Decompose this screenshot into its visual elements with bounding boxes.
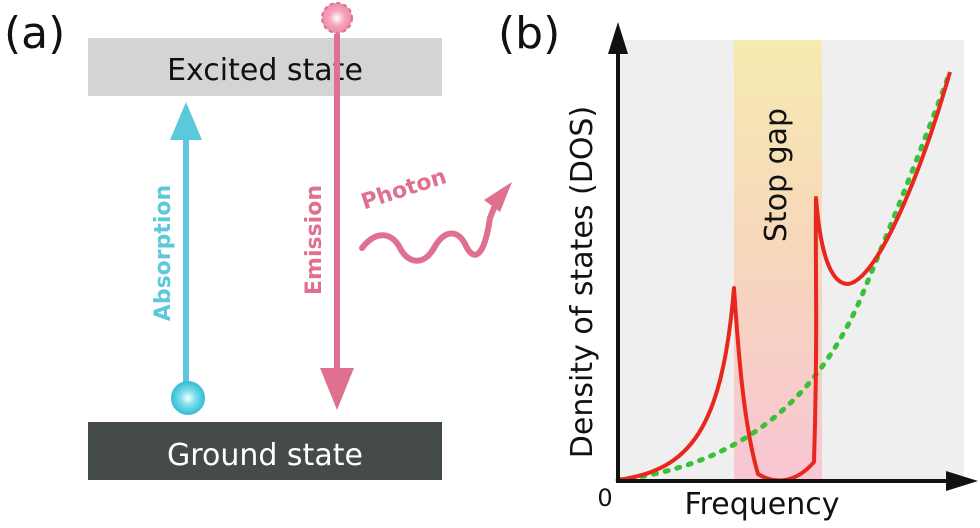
- photon-arrowhead: [484, 182, 512, 212]
- y-axis-arrowhead: [608, 22, 628, 54]
- y-axis-label: Density of states (DOS): [565, 106, 600, 458]
- panel-b: (b) Stop gap 0 Frequency Density of stat…: [498, 8, 978, 522]
- absorption-label: Absorption: [151, 185, 176, 321]
- panel-b-label: (b): [498, 8, 560, 59]
- emission-label: Emission: [302, 185, 327, 295]
- panel-a-label: (a): [4, 8, 65, 59]
- ground-state-label: Ground state: [167, 438, 363, 473]
- x-axis-label: Frequency: [685, 487, 840, 522]
- photon-label: Photon: [358, 164, 450, 215]
- excited-state-label: Excited state: [167, 53, 363, 88]
- stop-gap-band: [734, 40, 822, 480]
- excited-state-band: [88, 38, 442, 96]
- reference-dos-curve: [615, 69, 953, 483]
- excited-electron: [321, 2, 353, 34]
- photon-wave: [359, 195, 501, 264]
- origin-label: 0: [597, 484, 612, 512]
- dos-curve: [617, 71, 952, 483]
- stop-gap-label: Stop gap: [759, 108, 794, 242]
- panel-a: (a) Excited state Ground state Absorptio…: [4, 2, 512, 480]
- x-axis-arrowhead: [946, 471, 978, 491]
- absorption-arrowhead: [170, 102, 202, 140]
- ground-electron: [171, 381, 205, 415]
- ground-state-band: [88, 422, 442, 480]
- emission-arrowhead: [320, 368, 354, 410]
